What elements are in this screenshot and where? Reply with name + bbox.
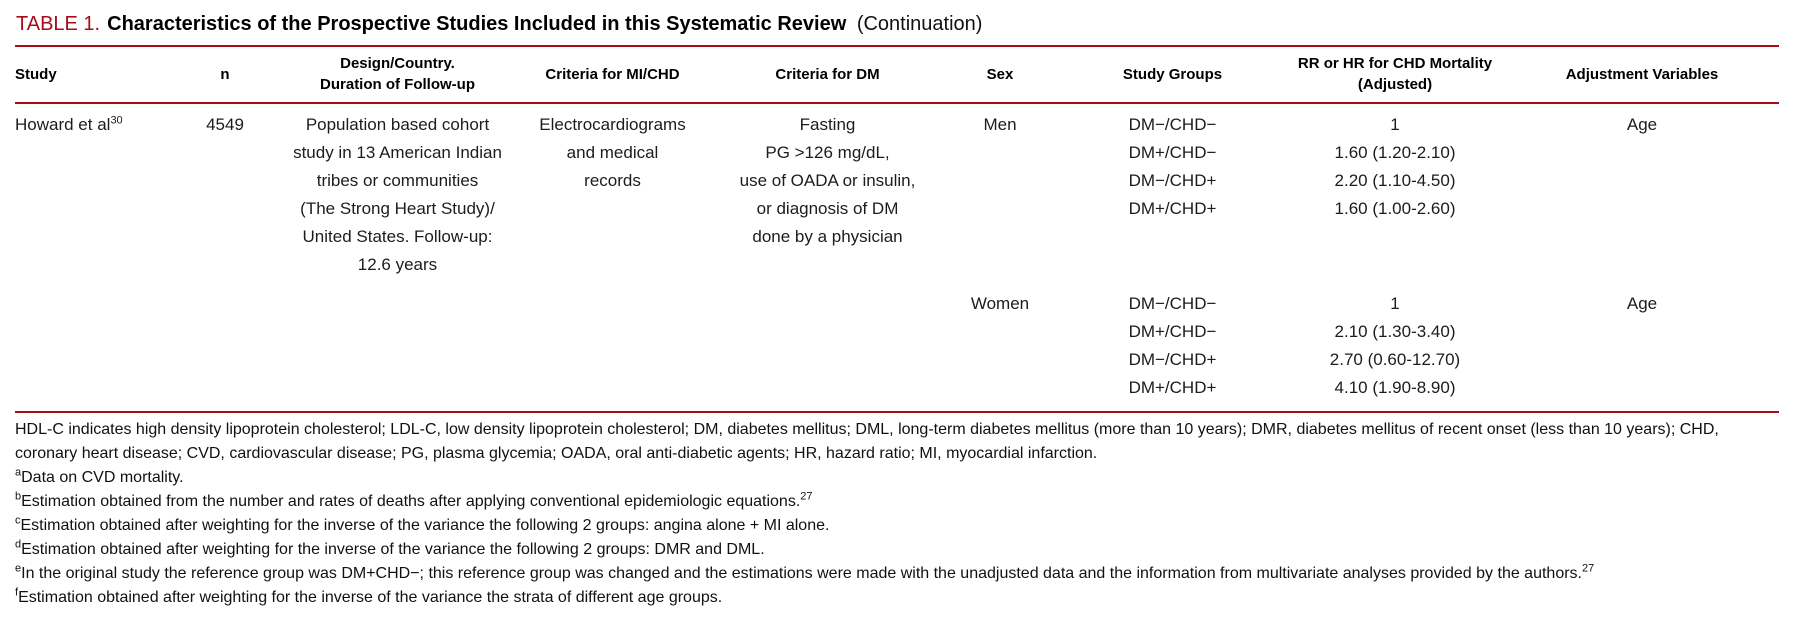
footnote-text: Estimation obtained after weighting for … bbox=[21, 541, 765, 558]
table-number-label: TABLE 1. bbox=[16, 13, 101, 35]
study-group-label: DM+/CHD− bbox=[1128, 143, 1217, 162]
cell-study-groups-men: DM−/CHD− DM+/CHD− DM−/CHD+ DM+/CHD+ bbox=[1060, 111, 1285, 223]
criteria-line: PG >126 mg/dL, bbox=[765, 143, 890, 162]
rr-value: 1 bbox=[1390, 115, 1400, 134]
header-rule bbox=[15, 102, 1779, 104]
rr-value: 1 bbox=[1390, 294, 1400, 313]
footnote-reference: 27 bbox=[800, 490, 813, 503]
col-header-rr-hr: RR or HR for CHD Mortality (Adjusted) bbox=[1285, 53, 1505, 95]
cell-study-groups-women: DM−/CHD− DM+/CHD− DM−/CHD+ DM+/CHD+ bbox=[1060, 290, 1285, 402]
footnote-text: HDL-C indicates high density lipoprotein… bbox=[15, 421, 1719, 462]
header-line: Design/Country. bbox=[340, 55, 455, 72]
criteria-line: or diagnosis of DM bbox=[756, 199, 899, 218]
study-group-label: DM−/CHD+ bbox=[1128, 350, 1217, 369]
footnote-text: Data on CVD mortality. bbox=[21, 469, 184, 486]
footnote-a: aData on CVD mortality. bbox=[15, 466, 1779, 490]
study-group-label: DM−/CHD+ bbox=[1128, 171, 1217, 190]
footnote-abbreviations: HDL-C indicates high density lipoprotein… bbox=[15, 418, 1779, 466]
footnote-b: bEstimation obtained from the number and… bbox=[15, 490, 1779, 514]
rr-value: 1.60 (1.20-2.10) bbox=[1334, 143, 1456, 162]
footnote-e: eIn the original study the reference gro… bbox=[15, 562, 1779, 586]
cell-study: Howard et al30 bbox=[15, 111, 165, 139]
footnote-text: Estimation obtained after weighting for … bbox=[20, 517, 830, 534]
footnote-d: dEstimation obtained after weighting for… bbox=[15, 538, 1779, 562]
cell-design-country: Population based cohort study in 13 Amer… bbox=[285, 111, 510, 279]
col-header-study-groups: Study Groups bbox=[1122, 65, 1223, 83]
study-group-label: DM+/CHD+ bbox=[1128, 199, 1217, 218]
criteria-line: use of OADA or insulin, bbox=[739, 171, 916, 190]
cell-criteria-mi-chd: Electrocardiograms and medical records bbox=[510, 111, 715, 195]
design-line: United States. Follow-up: bbox=[302, 227, 493, 246]
table-row-women: Women DM−/CHD− DM+/CHD− DM−/CHD+ DM+/CHD… bbox=[15, 290, 1779, 411]
design-line: tribes or communities bbox=[316, 171, 479, 190]
table-continuation-note: (Continuation) bbox=[856, 13, 983, 35]
header-line: RR or HR for CHD Mortality bbox=[1297, 55, 1493, 72]
col-header-criteria-dm: Criteria for DM bbox=[775, 65, 880, 83]
col-header-criteria-mi-chd: Criteria for MI/CHD bbox=[545, 65, 680, 83]
footnote-marker: b bbox=[15, 490, 22, 503]
footnote-reference: 27 bbox=[1582, 562, 1595, 575]
cell-sex-women: Women bbox=[970, 294, 1030, 313]
top-rule bbox=[15, 45, 1779, 47]
rr-value: 4.10 (1.90-8.90) bbox=[1334, 378, 1456, 397]
study-group-label: DM−/CHD− bbox=[1128, 115, 1217, 134]
criteria-line: Fasting bbox=[799, 115, 856, 134]
footnote-marker: d bbox=[15, 538, 22, 551]
rr-value: 2.10 (1.30-3.40) bbox=[1334, 322, 1456, 341]
rr-value: 2.70 (0.60-12.70) bbox=[1329, 350, 1461, 369]
table-title: TABLE 1. Characteristics of the Prospecti… bbox=[0, 0, 1794, 45]
footer-rule bbox=[15, 411, 1779, 413]
table-row-men: Howard et al30 4549 Population based coh… bbox=[15, 104, 1779, 290]
table-caption: Characteristics of the Prospective Studi… bbox=[107, 13, 847, 35]
footnote-marker: e bbox=[15, 562, 22, 575]
study-group-label: DM−/CHD− bbox=[1128, 294, 1217, 313]
col-header-study: Study bbox=[15, 65, 57, 83]
footnote-marker: f bbox=[15, 586, 19, 599]
table-body: Howard et al30 4549 Population based coh… bbox=[0, 104, 1794, 411]
rr-value: 1.60 (1.00-2.60) bbox=[1334, 199, 1456, 218]
study-reference-superscript: 30 bbox=[110, 114, 123, 127]
design-line: 12.6 years bbox=[357, 255, 438, 274]
footnote-text: Estimation obtained after weighting for … bbox=[18, 589, 723, 606]
footnote-text: In the original study the reference grou… bbox=[21, 565, 1582, 582]
footnote-marker: c bbox=[15, 514, 21, 527]
design-line: (The Strong Heart Study)/ bbox=[300, 199, 495, 218]
cell-adjustment-women: Age bbox=[1626, 294, 1658, 313]
col-header-adjustment-variables: Adjustment Variables bbox=[1565, 65, 1719, 83]
study-group-label: DM+/CHD− bbox=[1128, 322, 1217, 341]
criteria-line: records bbox=[584, 171, 641, 190]
footnote-f: fEstimation obtained after weighting for… bbox=[15, 586, 1779, 610]
cell-sex-men: Men bbox=[983, 115, 1017, 134]
design-line: Population based cohort bbox=[305, 115, 490, 134]
footnote-marker: a bbox=[15, 466, 22, 479]
cell-n: 4549 bbox=[206, 115, 244, 134]
criteria-line: Electrocardiograms bbox=[539, 115, 686, 134]
footnotes-section: HDL-C indicates high density lipoprotein… bbox=[15, 413, 1779, 610]
col-header-sex: Sex bbox=[986, 65, 1014, 83]
design-line: study in 13 American Indian bbox=[293, 143, 502, 162]
footnote-text: Estimation obtained from the number and … bbox=[21, 493, 801, 510]
cell-criteria-dm: Fasting PG >126 mg/dL, use of OADA or in… bbox=[715, 111, 940, 251]
study-name: Howard et al bbox=[15, 115, 111, 134]
col-header-design: Design/Country. Duration of Follow-up bbox=[285, 53, 510, 95]
rr-value: 2.20 (1.10-4.50) bbox=[1334, 171, 1456, 190]
header-row: Study n Design/Country. Duration of Foll… bbox=[15, 47, 1779, 102]
col-header-n: n bbox=[220, 65, 230, 83]
study-group-label: DM+/CHD+ bbox=[1128, 378, 1217, 397]
header-line: (Adjusted) bbox=[1357, 76, 1433, 93]
cell-adjustment-men: Age bbox=[1626, 115, 1658, 134]
cell-rr-hr-men: 1 1.60 (1.20-2.10) 2.20 (1.10-4.50) 1.60… bbox=[1285, 111, 1505, 223]
criteria-line: done by a physician bbox=[752, 227, 903, 246]
footnote-c: cEstimation obtained after weighting for… bbox=[15, 514, 1779, 538]
header-line: Duration of Follow-up bbox=[320, 76, 475, 93]
cell-rr-hr-women: 1 2.10 (1.30-3.40) 2.70 (0.60-12.70) 4.1… bbox=[1285, 290, 1505, 402]
criteria-line: and medical bbox=[566, 143, 659, 162]
